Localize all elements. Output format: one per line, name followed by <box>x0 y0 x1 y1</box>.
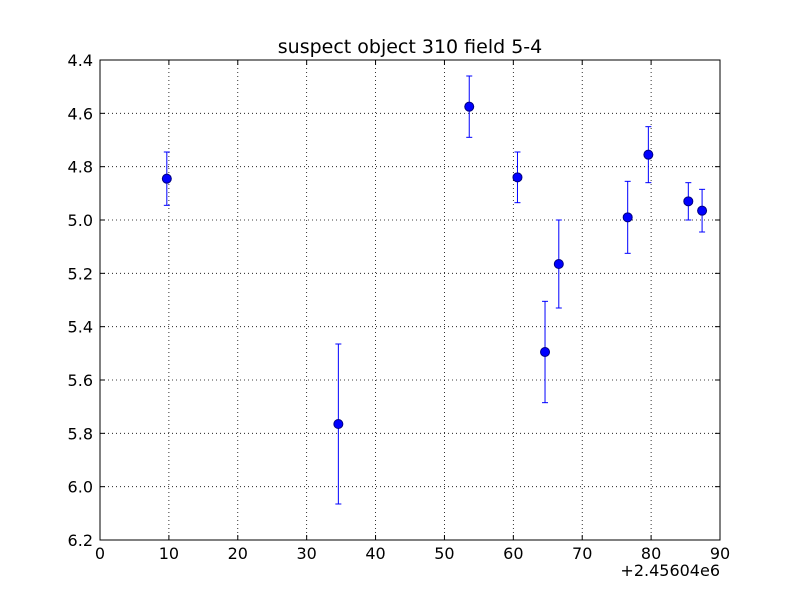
x-tick-labels: 0 10 20 30 40 50 60 70 80 90 <box>95 544 730 563</box>
data-point <box>512 172 523 183</box>
data-point <box>333 419 344 429</box>
data-points <box>161 101 708 429</box>
y-tick-label: 4.4 <box>68 51 93 70</box>
x-tick-label: 90 <box>710 544 730 563</box>
y-tick-label: 5.0 <box>68 211 93 230</box>
y-tick-label: 4.8 <box>68 158 93 177</box>
x-axis-offset-label: +2.45604e6 <box>620 561 720 580</box>
y-tick-label: 5.4 <box>68 318 93 337</box>
x-tick-label: 80 <box>641 544 661 563</box>
y-tick-label: 4.6 <box>68 104 93 123</box>
x-tick-label: 70 <box>572 544 592 563</box>
data-point <box>553 259 564 269</box>
y-tick-label: 5.2 <box>68 264 93 283</box>
plot-frame <box>99 59 721 541</box>
y-tick-labels: 4.4 4.6 4.8 5.0 5.2 5.4 5.6 5.8 6.0 6.2 <box>68 51 93 550</box>
y-tick-label: 6.0 <box>68 478 93 497</box>
x-tick-label: 20 <box>228 544 248 563</box>
data-point <box>622 212 633 223</box>
data-point <box>161 173 172 184</box>
x-tick-label: 30 <box>296 544 316 563</box>
data-point <box>464 101 475 112</box>
y-tick-label: 5.8 <box>68 424 93 443</box>
y-tick-label: 6.2 <box>68 531 93 550</box>
data-point <box>643 149 654 160</box>
x-tick-label: 10 <box>159 544 179 563</box>
data-point <box>683 196 694 207</box>
y-tick-label: 5.6 <box>68 371 93 390</box>
x-tick-label: 40 <box>365 544 385 563</box>
x-tick-label: 60 <box>503 544 523 563</box>
data-point <box>540 347 551 357</box>
x-tick-label: 0 <box>95 544 105 563</box>
chart-title: suspect object 310 field 5-4 <box>278 36 543 58</box>
axis-ticks <box>99 59 721 541</box>
x-tick-label: 50 <box>434 544 454 563</box>
data-point <box>697 205 708 216</box>
